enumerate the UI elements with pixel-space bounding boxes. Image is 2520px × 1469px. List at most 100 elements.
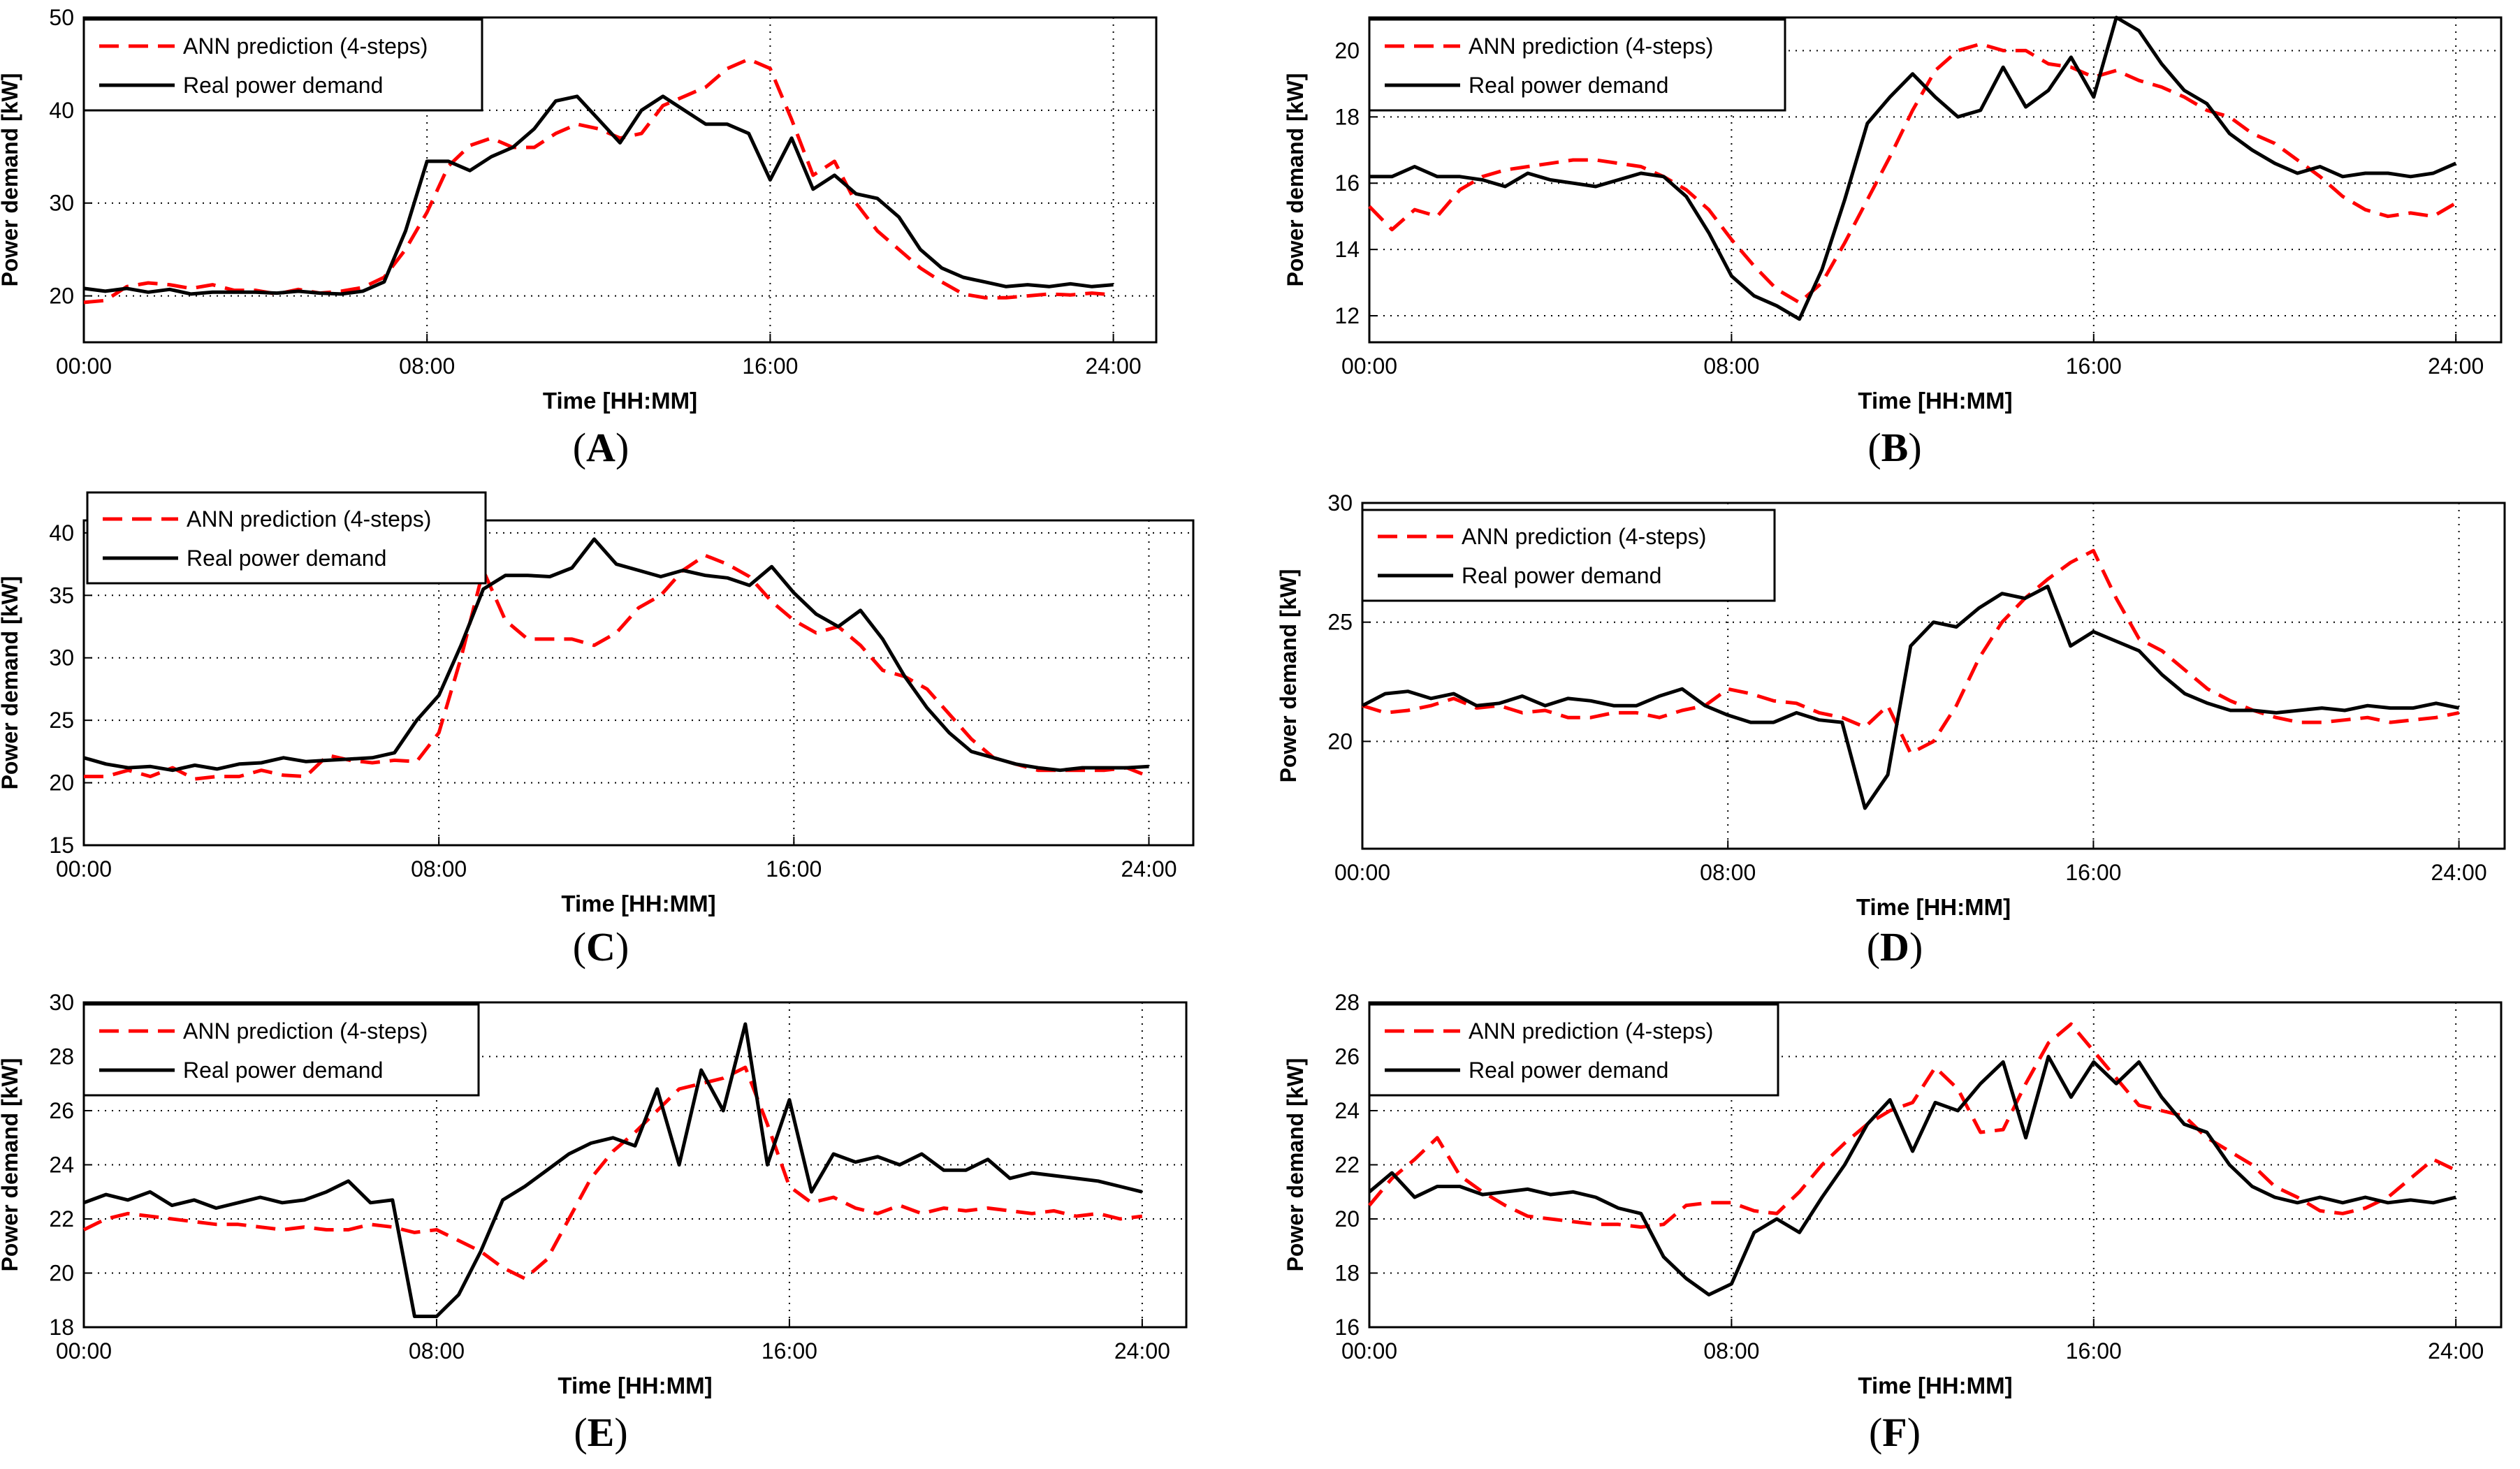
x-tick-label: 24:00 [1121, 856, 1177, 882]
y-tick-label: 20 [1334, 38, 1360, 63]
legend-label-real: Real power demand [1469, 73, 1668, 98]
panel-caption: (E) [574, 1410, 627, 1455]
y-tick-label: 22 [49, 1206, 74, 1232]
legend: ANN prediction (4-steps) Real power deman… [82, 18, 483, 112]
x-tick-label: 00:00 [1341, 1338, 1397, 1364]
legend-label-prediction: ANN prediction (4-steps) [1462, 524, 1706, 549]
x-tick-label: 16:00 [742, 353, 798, 379]
x-tick-label: 00:00 [56, 856, 112, 882]
y-tick-label: 24 [1334, 1098, 1360, 1123]
legend-label-real: Real power demand [187, 546, 386, 571]
y-tick-label: 20 [49, 770, 74, 796]
legend-box [82, 18, 483, 112]
y-tick-label: 16 [1334, 1315, 1360, 1340]
y-tick-label: 14 [1334, 237, 1360, 262]
legend-label-prediction: ANN prediction (4-steps) [183, 34, 428, 59]
legend-label-prediction: ANN prediction (4-steps) [183, 1018, 428, 1044]
y-tick-label: 25 [1327, 610, 1353, 635]
series-line-prediction [84, 553, 1150, 781]
legend-label-real: Real power demand [1469, 1058, 1668, 1083]
y-axis-label: Power demand [kW] [0, 576, 22, 790]
panel-b: 12 14 16 18 20 00:00 08:00 16:00 24:00 Time [HH:M… [1283, 15, 2503, 470]
y-tick-label: 20 [49, 284, 74, 309]
x-tick-label: 08:00 [1703, 353, 1759, 379]
panel-f: 16 18 20 22 24 26 28 00:00 08:00 16:00 24:00 Time [… [1283, 990, 2503, 1455]
legend-box [82, 1003, 480, 1097]
x-tick-label: 24:00 [1086, 353, 1142, 379]
legend-label-prediction: ANN prediction (4-steps) [1469, 34, 1713, 59]
y-tick-label: 18 [49, 1315, 74, 1340]
y-tick-label: 20 [1334, 1206, 1360, 1232]
x-axis-label: Time [HH:MM] [561, 891, 715, 916]
x-tick-label: 16:00 [2065, 860, 2121, 885]
y-axis-label: Power demand [kW] [0, 73, 22, 287]
y-tick-label: 50 [49, 5, 74, 30]
legend-box [1361, 509, 1776, 602]
y-tick-label: 25 [49, 708, 74, 733]
x-tick-label: 08:00 [411, 856, 467, 882]
legend: ANN prediction (4-steps) Real power deman… [86, 491, 487, 585]
y-axis-label: Power demand [kW] [0, 1058, 22, 1272]
legend: ANN prediction (4-steps) Real power deman… [1368, 1003, 1779, 1097]
series-line-real [1368, 1055, 2456, 1296]
x-tick-label: 24:00 [1114, 1338, 1170, 1364]
legend-label-real: Real power demand [183, 1058, 383, 1083]
legend-box [1368, 1003, 1779, 1097]
x-tick-label: 00:00 [1334, 860, 1390, 885]
y-tick-label: 28 [49, 1044, 74, 1069]
x-axis-label: Time [HH:MM] [1858, 1373, 2012, 1398]
panel-caption: (C) [573, 924, 629, 970]
y-tick-label: 24 [49, 1153, 74, 1178]
y-tick-label: 26 [49, 1098, 74, 1123]
legend-label-real: Real power demand [1462, 563, 1661, 588]
y-tick-label: 26 [1334, 1044, 1360, 1069]
series-line-real [83, 94, 1114, 296]
series-line-real [83, 1022, 1143, 1318]
legend-box [1368, 18, 1786, 112]
y-axis-label: Power demand [kW] [1276, 569, 1301, 783]
panel-caption: (A) [573, 425, 629, 470]
y-tick-label: 30 [1327, 490, 1353, 516]
y-tick-label: 30 [49, 990, 74, 1015]
panel-caption: (B) [1867, 425, 1921, 470]
legend-box [86, 491, 487, 585]
x-tick-label: 24:00 [2428, 1338, 2484, 1364]
x-tick-label: 00:00 [56, 353, 112, 379]
y-tick-label: 18 [1334, 104, 1360, 129]
series-line-prediction [82, 1065, 1143, 1280]
y-axis-label: Power demand [kW] [1283, 73, 1308, 287]
panel-a: 20 30 40 50 00:00 08:00 16:00 24:00 Time [HH:MM]… [0, 5, 1158, 470]
x-tick-label: 24:00 [2428, 353, 2484, 379]
x-tick-label: 08:00 [409, 1338, 465, 1364]
legend-label-prediction: ANN prediction (4-steps) [187, 506, 431, 532]
series-line-prediction [1368, 42, 2457, 305]
y-tick-label: 30 [49, 645, 74, 671]
legend: ANN prediction (4-steps) Real power deman… [82, 1003, 480, 1097]
x-axis-label: Time [HH:MM] [1858, 388, 2012, 414]
x-tick-label: 08:00 [1703, 1338, 1759, 1364]
series-line-prediction [83, 57, 1114, 305]
y-axis-label: Power demand [kW] [1283, 1058, 1308, 1272]
y-tick-label: 12 [1334, 303, 1360, 328]
x-axis-label: Time [HH:MM] [558, 1373, 712, 1398]
x-tick-label: 24:00 [2431, 860, 2487, 885]
y-tick-label: 35 [49, 583, 74, 608]
x-axis-label: Time [HH:MM] [1856, 894, 2011, 920]
panel-caption: (F) [1869, 1410, 1921, 1455]
y-tick-label: 40 [49, 98, 74, 123]
series-line-prediction [1362, 548, 2460, 755]
y-tick-label: 40 [49, 520, 74, 546]
legend: ANN prediction (4-steps) Real power deman… [1368, 18, 1786, 112]
y-tick-label: 28 [1334, 990, 1360, 1015]
panel-e: 18 20 22 24 26 28 30 00:00 08:00 16:00 24:00 Time [… [0, 990, 1188, 1455]
x-tick-label: 08:00 [1700, 860, 1756, 885]
series-line-prediction [1368, 1022, 2457, 1229]
y-tick-label: 20 [1327, 729, 1353, 754]
x-tick-label: 16:00 [2066, 1338, 2122, 1364]
y-tick-label: 20 [49, 1261, 74, 1286]
legend: ANN prediction (4-steps) Real power deman… [1361, 509, 1776, 602]
y-tick-label: 18 [1334, 1261, 1360, 1286]
x-tick-label: 08:00 [399, 353, 455, 379]
x-tick-label: 00:00 [56, 1338, 112, 1364]
